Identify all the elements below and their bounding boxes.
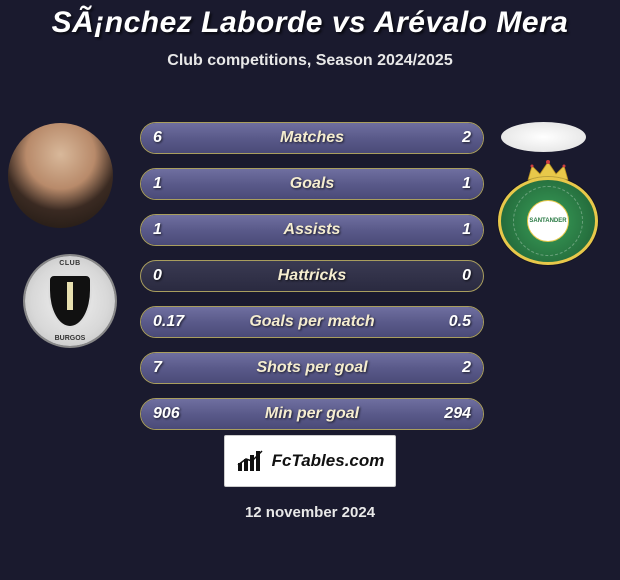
- vs-separator: vs: [332, 6, 366, 39]
- stat-row: 11Assists: [140, 214, 484, 246]
- player-left-avatar: [8, 123, 113, 228]
- club-left-shield-icon: [48, 274, 92, 328]
- player-left-name: SÃ¡nchez Laborde: [52, 6, 323, 39]
- stat-label: Shots per goal: [141, 353, 483, 383]
- page-title: SÃ¡nchez Laborde vs Arévalo Mera: [0, 6, 620, 40]
- fctables-logo: FcTables.com: [224, 435, 396, 487]
- stat-label: Goals: [141, 169, 483, 199]
- stat-label: Matches: [141, 123, 483, 153]
- club-left-label-top: CLUB: [25, 260, 115, 267]
- stat-row: 906294Min per goal: [140, 398, 484, 430]
- fctables-brand-text: FcTables.com: [272, 451, 385, 471]
- club-left-badge: CLUB BURGOS: [25, 256, 115, 346]
- stat-row: 11Goals: [140, 168, 484, 200]
- stat-row: 72Shots per goal: [140, 352, 484, 384]
- subtitle: Club competitions, Season 2024/2025: [0, 52, 620, 70]
- stat-label: Goals per match: [141, 307, 483, 337]
- stat-row: 0.170.5Goals per match: [140, 306, 484, 338]
- stat-row: 00Hattricks: [140, 260, 484, 292]
- stat-label: Assists: [141, 215, 483, 245]
- club-left-label-bottom: BURGOS: [25, 335, 115, 342]
- player-right-avatar: [501, 122, 586, 152]
- stat-row: 62Matches: [140, 122, 484, 154]
- club-right-badge: SANTANDER: [498, 177, 598, 265]
- report-date: 12 november 2024: [0, 504, 620, 521]
- stats-comparison-block: 62Matches 11Goals 11Assists 00Hattricks 0.17…: [140, 122, 484, 444]
- stat-label: Min per goal: [141, 399, 483, 429]
- stat-label: Hattricks: [141, 261, 483, 291]
- fctables-chart-icon: [236, 449, 266, 473]
- club-right-center-text: SANTANDER: [527, 200, 569, 242]
- player-right-name: Arévalo Mera: [374, 6, 568, 39]
